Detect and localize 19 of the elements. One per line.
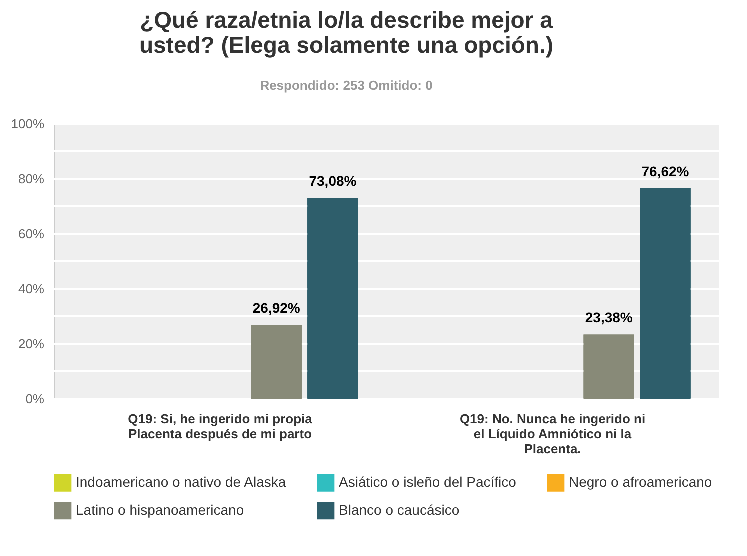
- data-label: 76,62%: [642, 163, 690, 180]
- legend-label: Negro o afroamericano: [569, 474, 712, 490]
- chart-subtitle: Respondido: 253 Omitido: 0: [260, 78, 433, 93]
- legend-label: Indoamericano o nativo de Alaska: [76, 474, 286, 490]
- legend-label: Blanco o caucásico: [339, 502, 460, 518]
- x-tick-label: Q19: No. Nunca he ingerido ni el Líquido Amniótico ni la Placenta.: [460, 412, 646, 456]
- legend-label: Asiático o isleño del Pacífico: [339, 474, 517, 490]
- legend-label: Latino o hispanoamericano: [76, 502, 244, 518]
- y-tick-label: 100%: [11, 116, 45, 132]
- y-tick-label: 20%: [18, 336, 45, 352]
- data-label: 26,92%: [252, 300, 301, 316]
- y-tick-label: 60%: [18, 226, 45, 242]
- y-tick-label: 0%: [26, 392, 45, 406]
- x-tick-label: Q19: Si, he ingerido mi propia Placenta después de mi parto: [128, 412, 314, 442]
- data-label: 23,38%: [585, 310, 634, 326]
- y-tick-label: 40%: [18, 282, 45, 296]
- y-tick-label: 80%: [18, 172, 45, 186]
- chart-title: ¿Qué raza/etnia lo/la describe mejor a usted? (Elega solamente una opción.): [139, 7, 554, 58]
- data-label: 73,08%: [309, 173, 358, 190]
